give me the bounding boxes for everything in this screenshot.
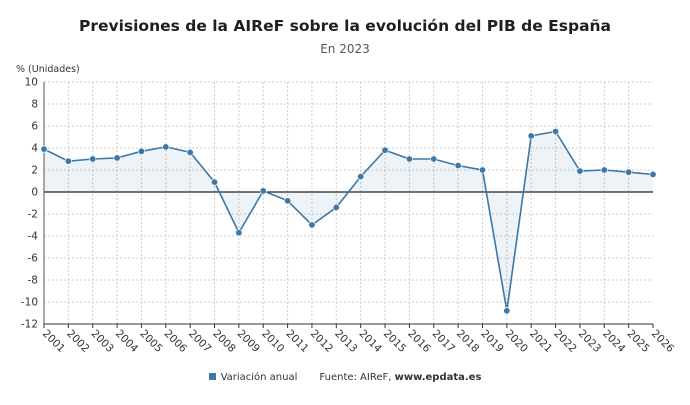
- area-shape: [44, 131, 653, 311]
- y-tick-labels: 10 8 6 4 2 0 -2 -4 -6 -8 -10 -12: [21, 77, 38, 331]
- y-tick-label: 4: [31, 143, 38, 155]
- data-point: [40, 145, 48, 153]
- y-tick-label: -10: [21, 297, 38, 309]
- y-tick-label: -8: [28, 275, 38, 287]
- x-tick-label: 2007: [186, 328, 213, 355]
- data-point: [113, 154, 121, 162]
- y-axis-label: % (Unidades): [16, 64, 80, 75]
- legend-swatch: [208, 373, 216, 380]
- data-point: [600, 166, 608, 174]
- data-point: [332, 203, 340, 211]
- y-tick-label: 6: [31, 121, 38, 133]
- x-tick-label: 2009: [235, 328, 262, 355]
- x-tick-label: 2013: [332, 328, 359, 355]
- x-tick-label: 2022: [551, 328, 578, 355]
- area-fill: [44, 131, 653, 311]
- y-tick-label: -2: [28, 209, 38, 221]
- data-point: [89, 155, 97, 163]
- y-tick-label: -12: [21, 319, 38, 331]
- data-point: [503, 307, 511, 315]
- data-point: [454, 162, 462, 170]
- data-point: [478, 166, 486, 174]
- data-point: [405, 155, 413, 163]
- legend: Variación anual Fuente: AIReF, www.epdata…: [0, 372, 690, 383]
- data-point: [381, 146, 389, 154]
- series-points: [40, 128, 657, 315]
- data-point: [235, 229, 243, 237]
- chart-title: Previsiones de la AIReF sobre la evoluci…: [78, 17, 612, 35]
- x-tick-label: 2014: [357, 328, 385, 356]
- data-point: [162, 143, 170, 151]
- series-polyline: [43, 130, 654, 311]
- x-tick-label: 2008: [210, 328, 237, 355]
- y-tick-label: 10: [25, 77, 38, 89]
- data-point: [625, 168, 633, 176]
- x-tick-label: 2012: [308, 328, 335, 355]
- data-point: [357, 173, 365, 181]
- data-point: [527, 132, 535, 140]
- x-tick-label: 2023: [576, 328, 603, 355]
- data-point: [211, 178, 219, 186]
- y-tick-label: -6: [28, 253, 39, 265]
- x-tick-label: 2003: [89, 328, 116, 355]
- x-tick-label: 2018: [454, 328, 481, 355]
- source-prefix: Fuente: AIReF,: [319, 372, 395, 383]
- x-tick-label: 2017: [430, 328, 457, 355]
- x-tick-label: 2020: [503, 328, 530, 355]
- chart-subtitle: En 2023: [320, 42, 370, 56]
- y-tick-label: 8: [31, 99, 38, 111]
- x-tick-label: 2004: [113, 328, 141, 356]
- x-tick-labels: 2001200220032004200520062007200820092010…: [40, 328, 677, 356]
- x-tick-label: 2010: [259, 328, 286, 355]
- data-point: [552, 128, 560, 136]
- x-tick-label: 2002: [64, 328, 91, 355]
- x-tick-label: 2015: [381, 328, 408, 355]
- data-point: [430, 155, 438, 163]
- x-tick-label: 2021: [527, 328, 554, 355]
- data-point: [649, 170, 657, 178]
- data-point: [308, 221, 316, 229]
- grid-lines: [44, 81, 653, 325]
- source-text: Fuente: AIReF, www.epdata.es: [319, 372, 481, 383]
- x-tick-label: 2024: [600, 328, 628, 356]
- source-site: www.epdata.es: [394, 372, 482, 383]
- data-point: [259, 187, 267, 195]
- series-line: [43, 130, 654, 311]
- data-point: [64, 157, 72, 165]
- x-tick-label: 2026: [649, 328, 677, 356]
- data-point: [186, 148, 194, 156]
- x-tick-label: 2001: [40, 328, 67, 355]
- data-point: [137, 147, 145, 155]
- x-tick-label: 2019: [478, 328, 505, 355]
- x-tick-label: 2005: [137, 328, 164, 355]
- x-tick-label: 2025: [625, 328, 652, 355]
- legend-label: Variación anual: [220, 372, 298, 383]
- data-point: [284, 197, 292, 205]
- data-point: [576, 167, 584, 175]
- y-tick-label: -4: [28, 231, 39, 243]
- y-tick-label: 0: [31, 187, 38, 199]
- x-tick-label: 2011: [283, 328, 310, 355]
- axes: [43, 82, 654, 328]
- y-tick-label: 2: [31, 165, 38, 177]
- x-tick-label: 2006: [162, 328, 190, 356]
- x-tick-label: 2016: [405, 328, 433, 356]
